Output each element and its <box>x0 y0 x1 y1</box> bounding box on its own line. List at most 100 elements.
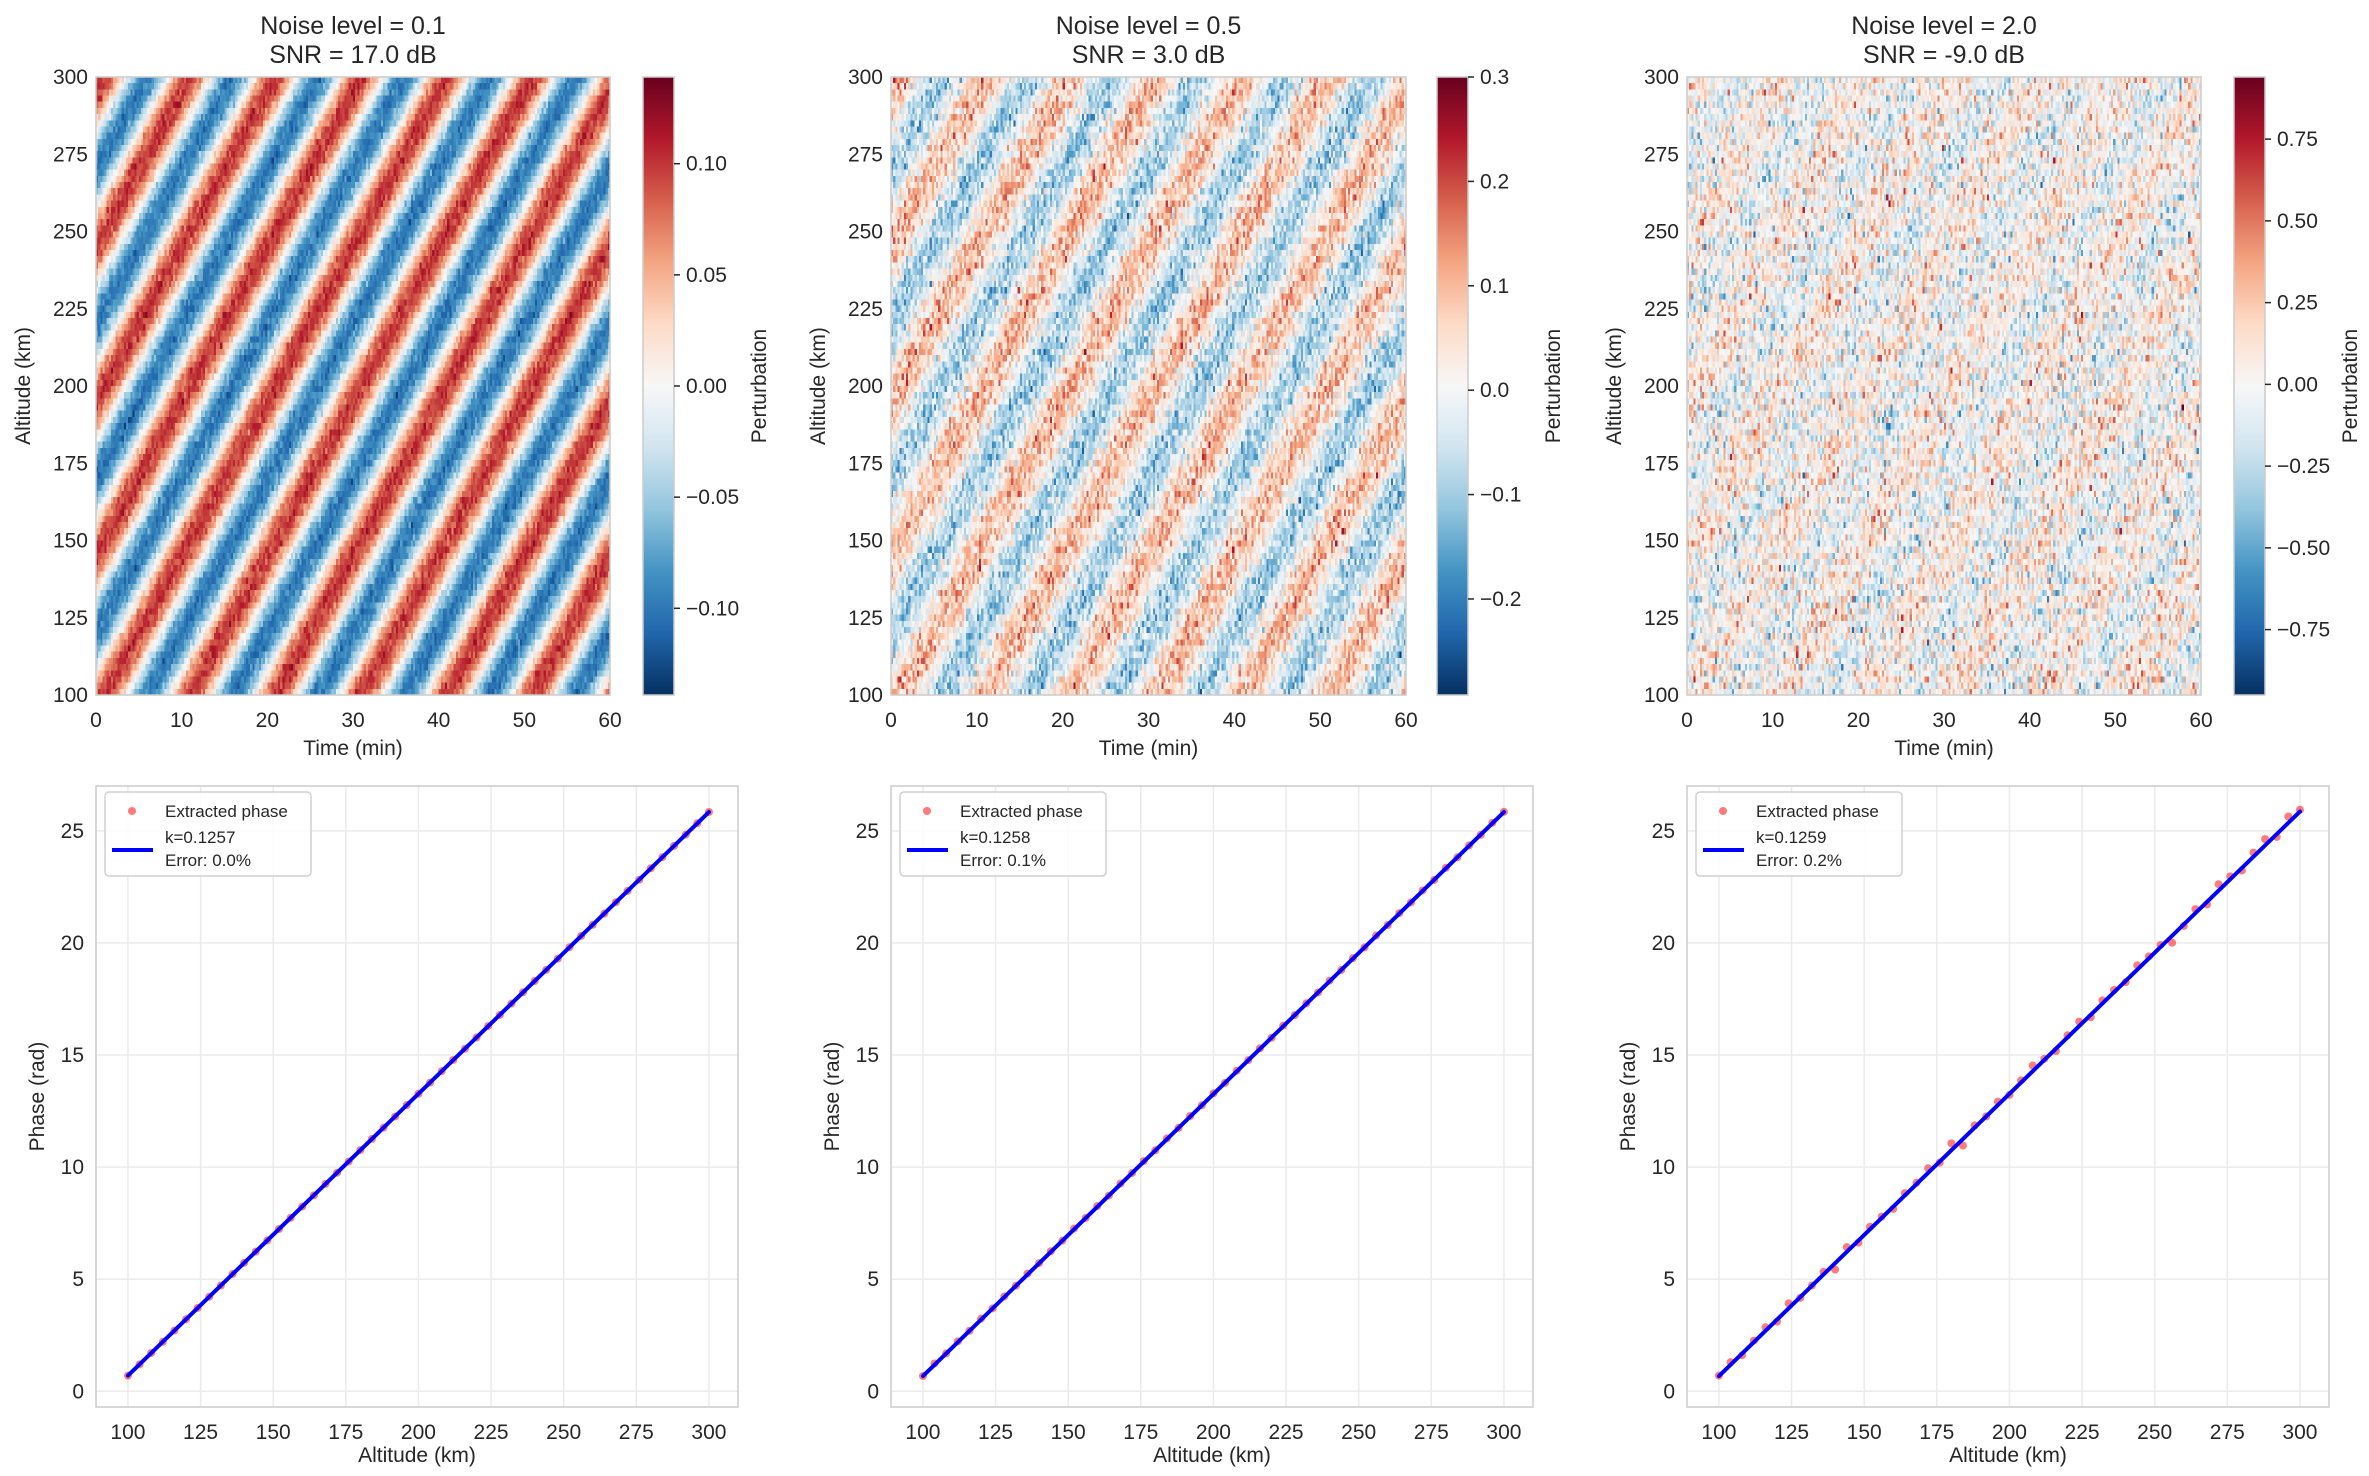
x-axis-label: Altitude (km) <box>1153 1444 1271 1467</box>
x-tick-label: 10 <box>965 709 988 732</box>
phase-point <box>1947 1139 1956 1148</box>
x-tick-label: 100 <box>905 1421 940 1444</box>
y-tick-label: 5 <box>1663 1268 1675 1291</box>
y-tick-label: 25 <box>856 820 879 843</box>
y-tick-label: 25 <box>61 820 84 843</box>
x-tick-label: 10 <box>1761 709 1784 732</box>
y-tick-label: 10 <box>1652 1156 1675 1179</box>
x-tick-label: 60 <box>598 709 621 732</box>
x-tick-label: 50 <box>1308 709 1331 732</box>
legend-scatter-marker <box>1719 807 1727 815</box>
x-tick-label: 300 <box>2282 1421 2317 1444</box>
legend-box <box>1695 791 1903 877</box>
y-tick-label: 200 <box>1644 375 1679 398</box>
axes-frame <box>95 785 739 1408</box>
colorbar-tick-label: 0.50 <box>2277 210 2318 233</box>
x-tick-label: 150 <box>1847 1421 1882 1444</box>
colorbar-tick-label: 0.1 <box>1480 275 1509 298</box>
y-axis-label: Phase (rad) <box>821 1042 844 1152</box>
colorbar-tick-label: 0.00 <box>686 375 727 398</box>
legend-scatter-label: Extracted phase <box>165 802 288 821</box>
x-tick-label: 0 <box>1681 709 1693 732</box>
x-tick-label: 20 <box>1051 709 1074 732</box>
y-tick-label: 100 <box>1644 684 1679 707</box>
y-axis-label: Phase (rad) <box>26 1042 49 1152</box>
phase-point <box>2168 938 2177 947</box>
axes-frame <box>1686 785 2330 1408</box>
y-tick-label: 250 <box>848 221 883 244</box>
x-tick-label: 100 <box>110 1421 145 1444</box>
axes-frame <box>890 785 1534 1408</box>
legend-line-label-k: k=0.1258 <box>960 828 1030 847</box>
y-tick-label: 175 <box>848 452 883 475</box>
x-tick-label: 30 <box>1137 709 1160 732</box>
heatmap-image <box>1687 77 2201 695</box>
chart-title-line1: Noise level = 2.0 <box>1851 12 2037 40</box>
x-tick-label: 20 <box>256 709 279 732</box>
colorbar-tick-label: 0.10 <box>686 153 727 176</box>
chart-title-line2: SNR = -9.0 dB <box>1863 41 2025 69</box>
y-tick-label: 20 <box>61 932 84 955</box>
x-axis-label: Time (min) <box>1099 737 1199 760</box>
legend-line-label-error: Error: 0.2% <box>1756 851 1842 870</box>
x-tick-label: 225 <box>2065 1421 2100 1444</box>
x-tick-label: 100 <box>1701 1421 1736 1444</box>
axes-frame <box>890 76 1407 696</box>
x-tick-label: 125 <box>978 1421 1013 1444</box>
x-tick-label: 300 <box>1486 1421 1521 1444</box>
x-tick-label: 275 <box>2210 1421 2245 1444</box>
x-tick-label: 175 <box>328 1421 363 1444</box>
y-tick-label: 20 <box>856 932 879 955</box>
y-tick-label: 275 <box>1644 143 1679 166</box>
x-tick-label: 200 <box>1992 1421 2027 1444</box>
colorbar-tick-label: 0.25 <box>2277 292 2318 315</box>
x-axis-label: Time (min) <box>1894 737 1994 760</box>
y-tick-label: 10 <box>61 1156 84 1179</box>
colorbar-tick-label: −0.1 <box>1480 484 1521 507</box>
chart-title-line1: Noise level = 0.1 <box>260 12 446 40</box>
heatmap-panel-3: 0 10 20 30 40 50 60 100 125 150 175 200 225 250 275 300… <box>1603 12 2362 760</box>
colorbar-tick-label: 0.3 <box>1480 66 1509 89</box>
x-tick-label: 175 <box>1919 1421 1954 1444</box>
heatmap-panel-1: 0 10 20 30 40 50 60 100 125 150 175 200 225 250 275 300… <box>12 12 771 760</box>
axes-frame <box>95 76 611 696</box>
x-tick-label: 150 <box>256 1421 291 1444</box>
y-tick-label: 5 <box>72 1268 84 1291</box>
legend-scatter-label: Extracted phase <box>1756 802 1879 821</box>
y-tick-label: 0 <box>867 1380 879 1403</box>
y-tick-label: 225 <box>848 298 883 321</box>
fit-line <box>125 810 711 1378</box>
y-tick-label: 250 <box>1644 221 1679 244</box>
x-tick-label: 175 <box>1123 1421 1158 1444</box>
colorbar-tick-label: −0.10 <box>686 597 739 620</box>
y-axis-label: Phase (rad) <box>1617 1042 1640 1152</box>
chart-title-line1: Noise level = 0.5 <box>1056 12 1242 40</box>
phase-panel-2: 100 125 150 175 200 225 250 275 300 0 5 10 15 20 25 Alt… <box>821 785 1534 1467</box>
y-tick-label: 25 <box>1652 820 1675 843</box>
colorbar-tick-label: −0.75 <box>2277 619 2330 642</box>
x-tick-label: 200 <box>1196 1421 1231 1444</box>
y-tick-label: 5 <box>867 1268 879 1291</box>
x-tick-label: 30 <box>1932 709 1955 732</box>
y-axis-label: Altitude (km) <box>1603 327 1626 445</box>
x-tick-label: 300 <box>691 1421 726 1444</box>
legend-line-label-error: Error: 0.1% <box>960 851 1046 870</box>
x-tick-label: 200 <box>401 1421 436 1444</box>
x-tick-label: 40 <box>427 709 450 732</box>
y-tick-label: 15 <box>61 1044 84 1067</box>
y-tick-label: 10 <box>856 1156 879 1179</box>
x-tick-label: 40 <box>2018 709 2041 732</box>
fit-line <box>1716 809 2302 1379</box>
legend-line-label-error: Error: 0.0% <box>165 851 251 870</box>
colorbar-tick-label: 0.2 <box>1480 170 1509 193</box>
colorbar-tick-label: −0.50 <box>2277 537 2330 560</box>
x-tick-label: 60 <box>2189 709 2212 732</box>
x-axis-label: Time (min) <box>303 737 403 760</box>
y-axis-label: Altitude (km) <box>12 327 35 445</box>
y-axis-label: Altitude (km) <box>807 327 830 445</box>
colorbar-tick-label: 0.0 <box>1480 379 1509 402</box>
x-tick-label: 20 <box>1847 709 1870 732</box>
x-tick-label: 250 <box>1341 1421 1376 1444</box>
heatmap-image <box>891 77 1406 695</box>
